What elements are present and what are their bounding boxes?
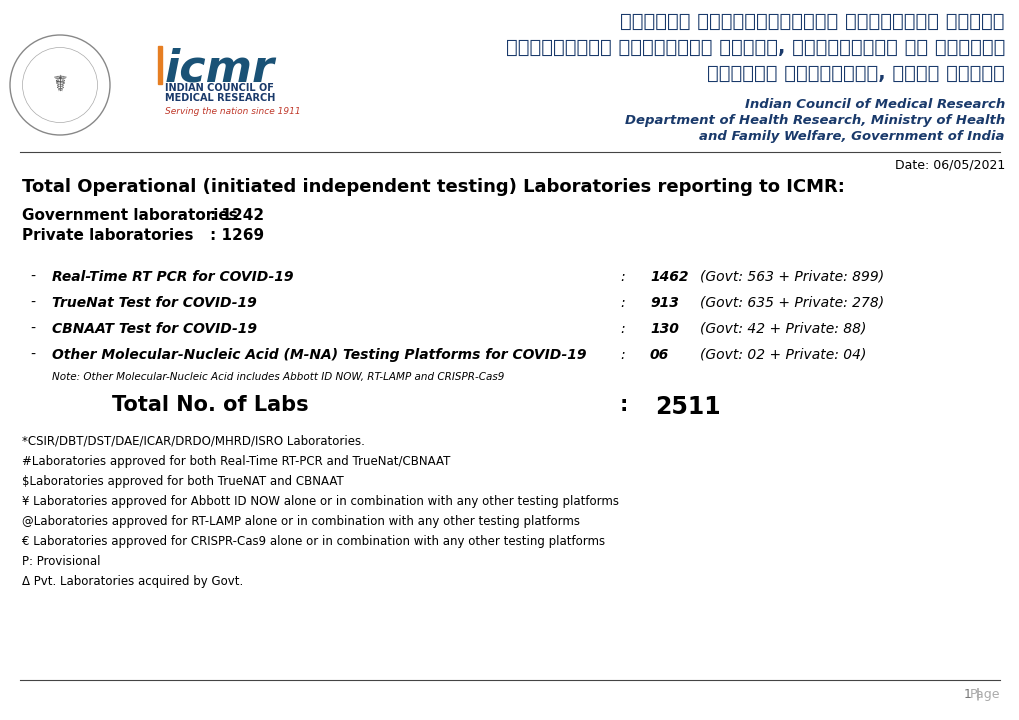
Text: : 1242: : 1242 [210, 208, 264, 223]
Text: *CSIR/DBT/DST/DAE/ICAR/DRDO/MHRD/ISRO Laboratories.: *CSIR/DBT/DST/DAE/ICAR/DRDO/MHRD/ISRO La… [22, 435, 365, 448]
Text: :: : [620, 348, 624, 362]
Text: :: : [620, 322, 624, 336]
Text: Serving the nation since 1911: Serving the nation since 1911 [165, 107, 301, 116]
Text: and Family Welfare, Government of India: and Family Welfare, Government of India [699, 130, 1004, 143]
Text: MEDICAL RESEARCH: MEDICAL RESEARCH [165, 93, 275, 103]
Text: Private laboratories: Private laboratories [22, 228, 194, 243]
Text: $Laboratories approved for both TrueNAT and CBNAAT: $Laboratories approved for both TrueNAT … [22, 475, 343, 488]
Text: -: - [30, 296, 35, 310]
Text: 130: 130 [649, 322, 679, 336]
Text: Note: Other Molecular-Nucleic Acid includes Abbott ID NOW, RT-LAMP and CRISPR-Ca: Note: Other Molecular-Nucleic Acid inclu… [52, 372, 503, 382]
Text: icmr: icmr [165, 48, 275, 91]
Text: Other Molecular-Nucleic Acid (M-NA) Testing Platforms for COVID-19: Other Molecular-Nucleic Acid (M-NA) Test… [52, 348, 586, 362]
Text: (Govt: 42 + Private: 88): (Govt: 42 + Private: 88) [699, 322, 865, 336]
Text: INDIAN COUNCIL OF: INDIAN COUNCIL OF [165, 83, 274, 93]
Text: Δ Pvt. Laboratories acquired by Govt.: Δ Pvt. Laboratories acquired by Govt. [22, 575, 243, 588]
Text: 06: 06 [649, 348, 668, 362]
Text: Total No. of Labs: Total No. of Labs [111, 395, 308, 415]
Text: € Laboratories approved for CRISPR-Cas9 alone or in combination with any other t: € Laboratories approved for CRISPR-Cas9 … [22, 535, 604, 548]
Text: ☤: ☤ [53, 75, 67, 95]
Text: -: - [30, 348, 35, 362]
Text: : 1269: : 1269 [210, 228, 264, 243]
Text: 2511: 2511 [654, 395, 719, 419]
Text: Page: Page [968, 688, 999, 701]
Text: Department of Health Research, Ministry of Health: Department of Health Research, Ministry … [624, 114, 1004, 127]
Text: CBNAAT Test for COVID-19: CBNAAT Test for COVID-19 [52, 322, 257, 336]
Text: भारतीय आयुर्विज्ञान अनुसंधान परिषद: भारतीय आयुर्विज्ञान अनुसंधान परिषद [620, 12, 1004, 31]
Text: Date: 06/05/2021: Date: 06/05/2021 [894, 158, 1004, 171]
Text: P: Provisional: P: Provisional [22, 555, 101, 568]
Text: (Govt: 635 + Private: 278): (Govt: 635 + Private: 278) [699, 296, 883, 310]
Text: (Govt: 02 + Private: 04): (Govt: 02 + Private: 04) [699, 348, 865, 362]
Text: ¥ Laboratories approved for Abbott ID NOW alone or in combination with any other: ¥ Laboratories approved for Abbott ID NO… [22, 495, 619, 508]
Text: स्वास्थ्य अनुसंधान विभाग, स्वास्थ्य और परिवार: स्वास्थ्य अनुसंधान विभाग, स्वास्थ्य और प… [505, 38, 1004, 57]
Text: Government laboratories: Government laboratories [22, 208, 237, 223]
Text: TrueNat Test for COVID-19: TrueNat Test for COVID-19 [52, 296, 257, 310]
Text: 1 |: 1 | [963, 688, 979, 701]
Text: :: : [620, 296, 624, 310]
Text: -: - [30, 322, 35, 336]
Text: Indian Council of Medical Research: Indian Council of Medical Research [744, 98, 1004, 111]
Text: 1462: 1462 [649, 270, 688, 284]
Bar [158, 46, 162, 84]
Text: :: : [620, 395, 628, 415]
Text: Real-Time RT PCR for COVID-19: Real-Time RT PCR for COVID-19 [52, 270, 293, 284]
Text: Total Operational (initiated independent testing) Laboratories reporting to ICMR: Total Operational (initiated independent… [22, 178, 844, 196]
Text: (Govt: 563 + Private: 899): (Govt: 563 + Private: 899) [699, 270, 883, 284]
Text: कल्याण मंत्रालय, भारत सरकार: कल्याण मंत्रालय, भारत सरकार [706, 64, 1004, 83]
Text: 913: 913 [649, 296, 679, 310]
Text: #Laboratories approved for both Real-Time RT-PCR and TrueNat/CBNAAT: #Laboratories approved for both Real-Tim… [22, 455, 450, 468]
Text: @Laboratories approved for RT-LAMP alone or in combination with any other testin: @Laboratories approved for RT-LAMP alone… [22, 515, 580, 528]
Text: -: - [30, 270, 35, 284]
Text: :: : [620, 270, 624, 284]
